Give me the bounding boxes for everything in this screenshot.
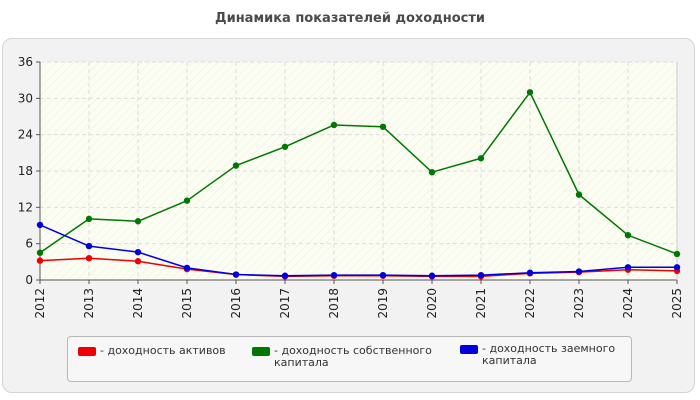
y-tick-label: 18 bbox=[18, 164, 33, 178]
series-1-point bbox=[281, 143, 289, 150]
series-2-point bbox=[134, 248, 142, 256]
x-tick-label: 2022 bbox=[523, 288, 537, 319]
series-2-point bbox=[281, 272, 289, 279]
x-tick-label: 2012 bbox=[33, 288, 47, 319]
x-tick-label: 2017 bbox=[278, 288, 292, 319]
legend: - доходность активов - доходность собств… bbox=[67, 336, 632, 382]
legend-item-equity: - доходность собственного капитала bbox=[252, 345, 432, 369]
series-1-point bbox=[379, 123, 387, 130]
series-2-point bbox=[232, 271, 240, 278]
series-2-point bbox=[624, 264, 632, 271]
x-tick-label: 2024 bbox=[621, 288, 635, 319]
series-1-line bbox=[39, 91, 678, 255]
series-1-point bbox=[673, 250, 681, 258]
series-1-point bbox=[36, 249, 44, 256]
legend-swatch-red bbox=[78, 347, 96, 356]
x-tick-label: 2014 bbox=[131, 288, 145, 319]
series-2-point bbox=[428, 272, 436, 279]
series-2-point bbox=[36, 221, 44, 229]
series-1-point bbox=[624, 231, 632, 239]
legend-label: - доходность собственного капитала bbox=[274, 344, 432, 369]
x-tick-label: 2023 bbox=[572, 288, 586, 319]
y-tick-label: 30 bbox=[18, 91, 33, 105]
series-2-point bbox=[477, 271, 485, 279]
y-tick-label: 36 bbox=[18, 55, 33, 69]
series-2-point bbox=[330, 271, 338, 279]
x-tick-label: 2013 bbox=[82, 288, 96, 319]
series-2-point bbox=[379, 271, 387, 279]
series-1-point bbox=[575, 191, 583, 198]
x-tick-label: 2021 bbox=[474, 288, 488, 319]
legend-item-debt: - доходность заемного капитала bbox=[460, 343, 615, 367]
x-tick-label: 2019 bbox=[376, 288, 390, 319]
chart-title: Динамика показателей доходности bbox=[215, 11, 485, 26]
x-tick-label: 2016 bbox=[229, 288, 243, 319]
y-tick-label: 6 bbox=[25, 237, 33, 251]
y-tick-label: 24 bbox=[18, 128, 33, 142]
x-tick-label: 2025 bbox=[670, 288, 684, 319]
legend-swatch-blue bbox=[460, 345, 478, 354]
series-2-point bbox=[526, 269, 534, 276]
series-1-point bbox=[526, 89, 534, 96]
series-1-point bbox=[85, 215, 93, 223]
series-1-point bbox=[183, 197, 191, 204]
series-2-point bbox=[183, 264, 191, 272]
series-1-point bbox=[232, 162, 240, 169]
legend-label: - доходность активов bbox=[100, 344, 226, 357]
series-0-point bbox=[85, 255, 93, 262]
series-1-point bbox=[477, 155, 485, 162]
series-1-point bbox=[134, 218, 142, 225]
series-2-point bbox=[673, 264, 681, 271]
x-tick-label: 2015 bbox=[180, 288, 194, 319]
series-0-point bbox=[36, 257, 44, 264]
series-0-point bbox=[134, 258, 142, 265]
x-tick-label: 2018 bbox=[327, 288, 341, 319]
series-2-point bbox=[575, 268, 583, 275]
series-2-line bbox=[39, 224, 677, 277]
y-tick-label: 12 bbox=[18, 200, 33, 214]
legend-label: - доходность заемного капитала bbox=[482, 342, 616, 367]
legend-item-assets: - доходность активов bbox=[78, 345, 226, 357]
y-tick-label: 0 bbox=[25, 273, 33, 287]
x-tick-label: 2020 bbox=[425, 288, 439, 319]
series-1-point bbox=[330, 121, 338, 129]
series-2-point bbox=[85, 242, 93, 250]
legend-swatch-green bbox=[252, 347, 270, 356]
series-1-point bbox=[428, 169, 436, 176]
